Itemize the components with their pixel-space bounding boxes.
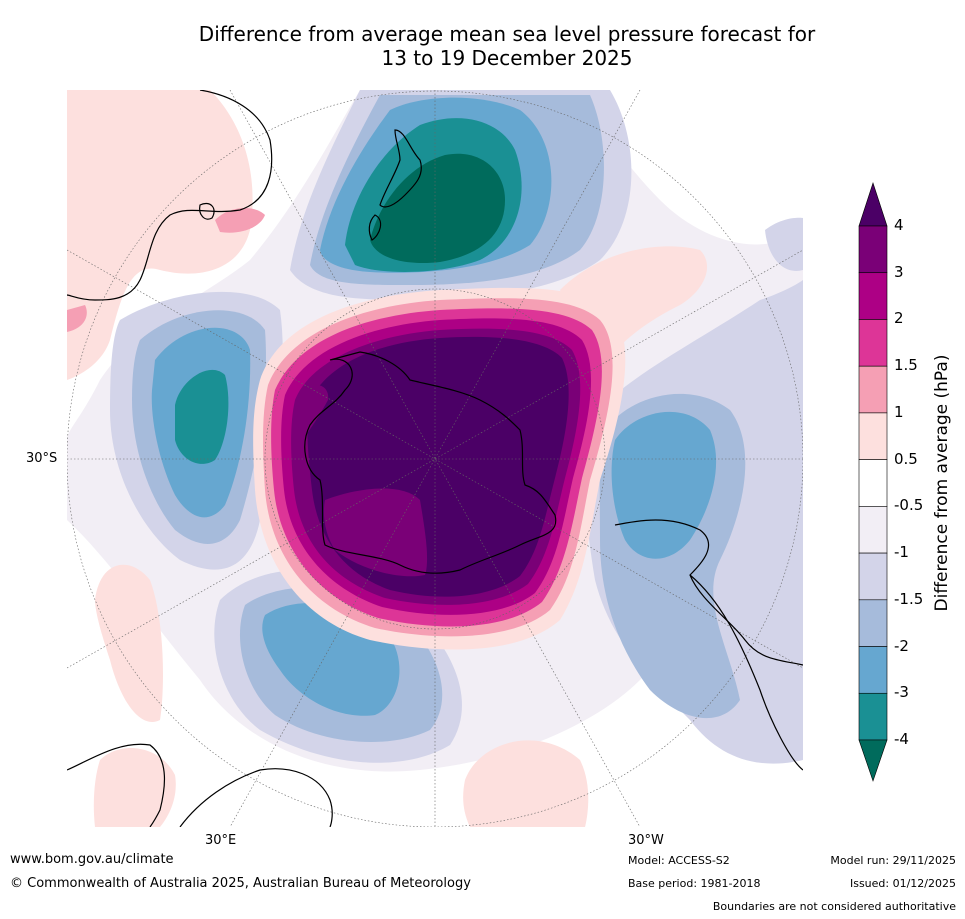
colorbar-label: Difference from average (hPa) — [932, 354, 952, 612]
africa-coastline — [67, 743, 166, 827]
title-line-1: Difference from average mean sea level p… — [198, 22, 816, 46]
colorbar-segment — [858, 412, 888, 460]
meridian-line — [229, 90, 641, 827]
colorbar-segment — [858, 365, 888, 414]
issued-date: Issued: 01/12/2025 — [849, 877, 956, 890]
positive-anomaly-region — [67, 305, 87, 332]
latitude-label-30s: 30°S — [26, 451, 58, 466]
colorbar-tick-label: -1.5 — [894, 589, 924, 608]
positive-anomaly-region — [297, 384, 329, 440]
positive-anomaly-region — [215, 208, 265, 233]
model-name: Model: ACCESS-S2 — [628, 854, 730, 867]
meridian-line — [229, 90, 641, 827]
negative-anomaly-region — [370, 153, 505, 264]
copyright-text: © Commonwealth of Australia 2025, Austra… — [10, 876, 471, 891]
colorbar-tick-label: 1.5 — [894, 356, 918, 375]
antarctica-coastline — [304, 351, 557, 574]
colorbar-segment — [858, 319, 888, 367]
colorbar-tick-label: -4 — [894, 730, 909, 748]
colorbar-arrow-min — [858, 739, 888, 782]
colorbar-segment — [858, 646, 888, 694]
website-link[interactable]: www.bom.gov.au/climate — [10, 852, 174, 867]
colorbar-tick-label: 2 — [894, 309, 904, 328]
colorbar-tick-label: 3 — [894, 262, 904, 281]
graticule — [67, 90, 803, 827]
colorbar-tick-label: -2 — [894, 636, 909, 655]
negative-anomaly-region — [175, 369, 229, 464]
positive-anomaly-region — [93, 748, 176, 827]
chart-title: Difference from average mean sea level p… — [0, 22, 965, 70]
colorbar-tick-label: -3 — [894, 683, 909, 702]
meridian-line — [67, 249, 803, 669]
positive-anomaly-region — [95, 564, 163, 722]
colorbar-tick-label: 1 — [894, 402, 904, 421]
neutral-region — [67, 520, 803, 827]
model-run-date: Model run: 29/11/2025 — [830, 854, 956, 867]
boundaries-disclaimer: Boundaries are not considered authoritat… — [712, 900, 956, 913]
colorbar-segment — [858, 692, 888, 741]
colorbar-segment — [858, 599, 888, 647]
colorbar-arrow-max — [858, 182, 888, 227]
positive-anomaly-region — [67, 90, 253, 380]
australia-coastline — [67, 90, 273, 301]
colorbar-segment — [858, 506, 888, 554]
new-zealand-coastline — [379, 129, 422, 208]
colorbar-tick-label: -1 — [894, 543, 909, 562]
colorbar-tick-label: 0.5 — [894, 449, 918, 468]
map-area — [67, 90, 803, 827]
negative-anomaly-region — [765, 217, 803, 271]
colorbar-segment — [858, 225, 888, 274]
positive-anomaly-region — [463, 740, 589, 827]
colorbar — [858, 182, 888, 782]
new-zealand-coastline — [368, 214, 382, 241]
south-america-coastline — [689, 574, 803, 771]
base-period: Base period: 1981-2018 — [628, 877, 761, 890]
title-line-2: 13 to 19 December 2025 — [381, 46, 633, 70]
colorbar-tick-label: -0.5 — [894, 496, 924, 515]
colorbar-segment — [858, 272, 888, 320]
tasmania-coastline — [199, 202, 215, 220]
meridian-line — [67, 249, 803, 669]
africa-coastline — [179, 768, 333, 827]
negative-anomaly-region — [611, 411, 717, 559]
colorbar-segment — [858, 552, 888, 601]
colorbar-segment — [858, 459, 888, 507]
longitude-label-30e: 30°E — [205, 833, 237, 848]
positive-anomaly-region — [323, 488, 428, 577]
coastlines — [67, 90, 803, 827]
longitude-label-30w: 30°W — [628, 833, 664, 848]
colorbar-tick-label: 4 — [894, 216, 904, 234]
